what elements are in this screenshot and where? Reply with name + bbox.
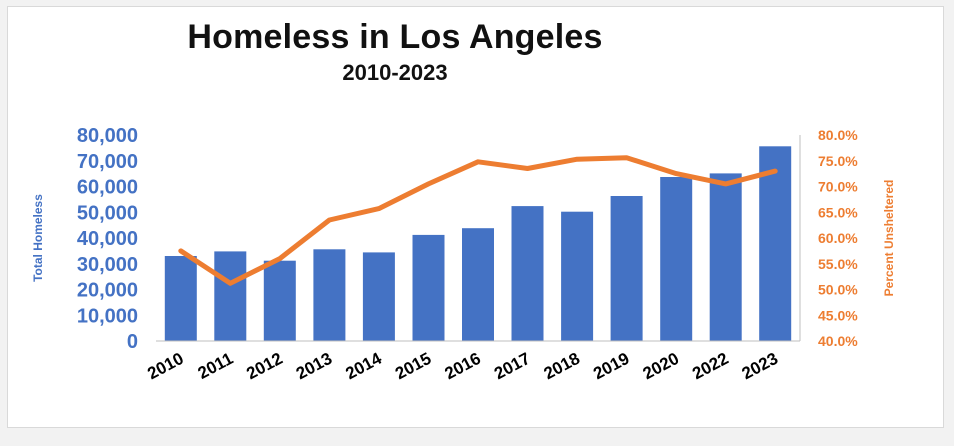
x-tick-label-2016: 2016: [442, 349, 484, 384]
y-left-axis-title: Total Homeless: [31, 194, 45, 282]
y-right-tick-label: 40.0%: [818, 333, 858, 349]
y-left-tick-label: 70,000: [77, 151, 138, 173]
bar-2019: [610, 196, 643, 341]
bar-2014: [362, 252, 395, 341]
x-tick-label-2013: 2013: [293, 349, 335, 384]
chart-subtitle: 2010-2023: [342, 60, 448, 85]
y-left-tick-label: 20,000: [77, 280, 138, 302]
y-right-tick-label: 45.0%: [818, 307, 858, 323]
x-tick-label-2020: 2020: [640, 349, 682, 384]
bar-2017: [511, 206, 544, 341]
y-right-tick-label: 65.0%: [818, 204, 858, 220]
bar-2020: [660, 177, 693, 341]
x-tick-label-2015: 2015: [392, 349, 434, 384]
x-tick-label-2010: 2010: [144, 349, 186, 384]
y-right-tick-label: 60.0%: [818, 230, 858, 246]
y-left-tick-label: 30,000: [77, 254, 138, 276]
x-tick-label-2014: 2014: [342, 349, 385, 384]
y-right-tick-label: 55.0%: [818, 256, 858, 272]
x-tick-label-2012: 2012: [243, 349, 285, 384]
bar-2012: [263, 260, 296, 341]
bar-2010: [164, 256, 197, 341]
bar-2015: [412, 234, 445, 341]
x-tick-label-2018: 2018: [541, 349, 583, 384]
y-right-axis-title: Percent Unsheltered: [882, 180, 896, 297]
y-left-tick-label: 10,000: [77, 305, 138, 327]
x-tick-label-2017: 2017: [491, 349, 533, 384]
y-right-tick-label: 50.0%: [818, 282, 858, 298]
line-percent-unsheltered: [178, 155, 778, 286]
x-tick-label-2019: 2019: [590, 349, 632, 384]
x-tick-label-2023: 2023: [739, 349, 781, 384]
x-tick-label-2011: 2011: [195, 349, 236, 383]
y-left-tick-label: 60,000: [77, 177, 138, 199]
y-right-tick-label: 70.0%: [818, 179, 858, 195]
bar-2016: [462, 228, 494, 341]
y-left-tick-label: 0: [127, 331, 138, 353]
bar-2011: [214, 251, 247, 341]
y-left-tick-label: 80,000: [77, 125, 138, 147]
bar-2023: [759, 146, 792, 341]
bar-2013: [313, 249, 346, 341]
y-right-tick-label: 80.0%: [818, 127, 858, 143]
x-tick-label-2022: 2022: [689, 349, 731, 384]
bar-2018: [561, 211, 594, 341]
chart-title: Homeless in Los Angeles: [187, 18, 603, 56]
y-right-tick-label: 75.0%: [818, 153, 858, 169]
bar-2022: [709, 173, 742, 341]
y-left-tick-label: 50,000: [77, 202, 138, 224]
y-left-tick-label: 40,000: [77, 228, 138, 250]
